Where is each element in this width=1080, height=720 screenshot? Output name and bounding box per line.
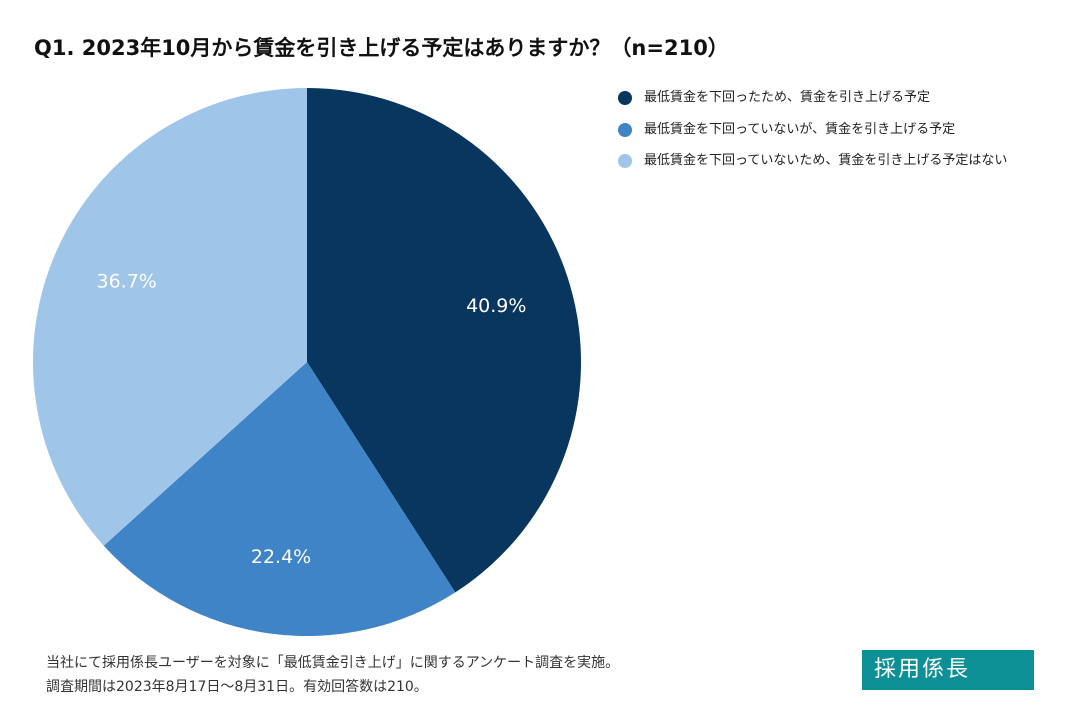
pie-slice — [307, 88, 581, 593]
legend-label: 最低賃金を下回ったため、賃金を引き上げる予定 — [644, 90, 931, 105]
value-label: 40.9% — [466, 295, 526, 317]
legend-marker — [618, 122, 632, 137]
note: 調査期間は2023年8月17日〜8月31日。有効回答数は210。 — [46, 679, 428, 695]
pie-slice — [103, 362, 456, 636]
note: 当社にて採用係長ユーザーを対象に「最低賃金引き上げ」に関するアンケート調査を実施… — [46, 655, 620, 671]
legend-item: 最低賃金を下回っていないが、賃金を引き上げる予定 — [618, 122, 1064, 138]
legend-marker — [618, 91, 632, 105]
legend-item: 最低賃金を下回っていないため、賃金を引き上げる予定はない — [618, 153, 1064, 169]
value-label: 22.4% — [251, 546, 311, 568]
chart-title: Q1. 2023年10月から賃金を引き上げる予定はありますか？（n=210） — [34, 36, 729, 60]
logo: 採用係長 — [862, 650, 1034, 690]
value-label: 36.7% — [97, 270, 157, 292]
legend-item: 最低賃金を下回ったため、賃金を引き上げる予定 — [618, 90, 1064, 106]
legend-label: 最低賃金を下回っていないが、賃金を引き上げる予定 — [644, 121, 956, 137]
pie-slice — [33, 88, 308, 546]
legend-marker — [618, 154, 632, 168]
legend-label: 最低賃金を下回っていないため、賃金を引き上げる予定はない — [644, 153, 1008, 168]
